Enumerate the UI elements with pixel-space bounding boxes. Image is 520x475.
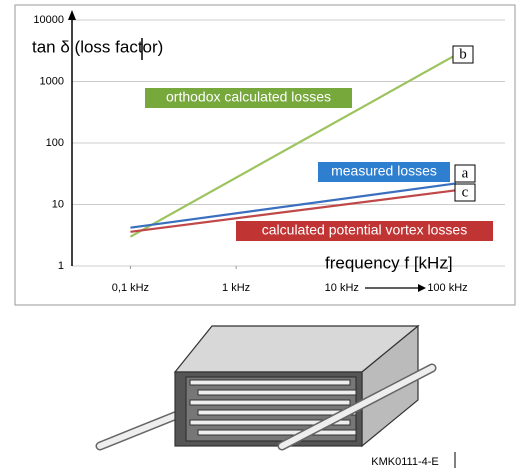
figure-label: KMK0111-4-E (371, 456, 438, 468)
capacitor-drawing (100, 326, 432, 446)
x-tick-label: 10 kHz (325, 282, 359, 294)
y-tick-label: 100 (46, 137, 64, 149)
page: 1 10 100 1000 10000 0,1 kHz 1 kHz 10 kHz 100 kHz… (0, 0, 520, 470)
tag: b (459, 46, 467, 62)
x-tick-label: 1 kHz (222, 282, 250, 294)
y-tick-label: 10 (52, 198, 64, 210)
series-label: orthodox calculated losses (166, 89, 331, 105)
y-axis-label: tan δ (loss factor) (32, 37, 163, 56)
series-label: measured losses (331, 163, 437, 179)
x-tick-label: 100 kHz (427, 282, 467, 294)
series-label: calculated potential vortex losses (262, 222, 467, 238)
y-tick-label: 1000 (40, 75, 64, 87)
y-tick-label: 1 (58, 260, 64, 272)
tag: a (462, 165, 469, 181)
y-tick-label: 10000 (33, 14, 64, 26)
x-axis-label: frequency f [kHz] (325, 253, 453, 272)
tag: c (462, 184, 469, 200)
x-tick-label: 0,1 kHz (112, 282, 149, 294)
